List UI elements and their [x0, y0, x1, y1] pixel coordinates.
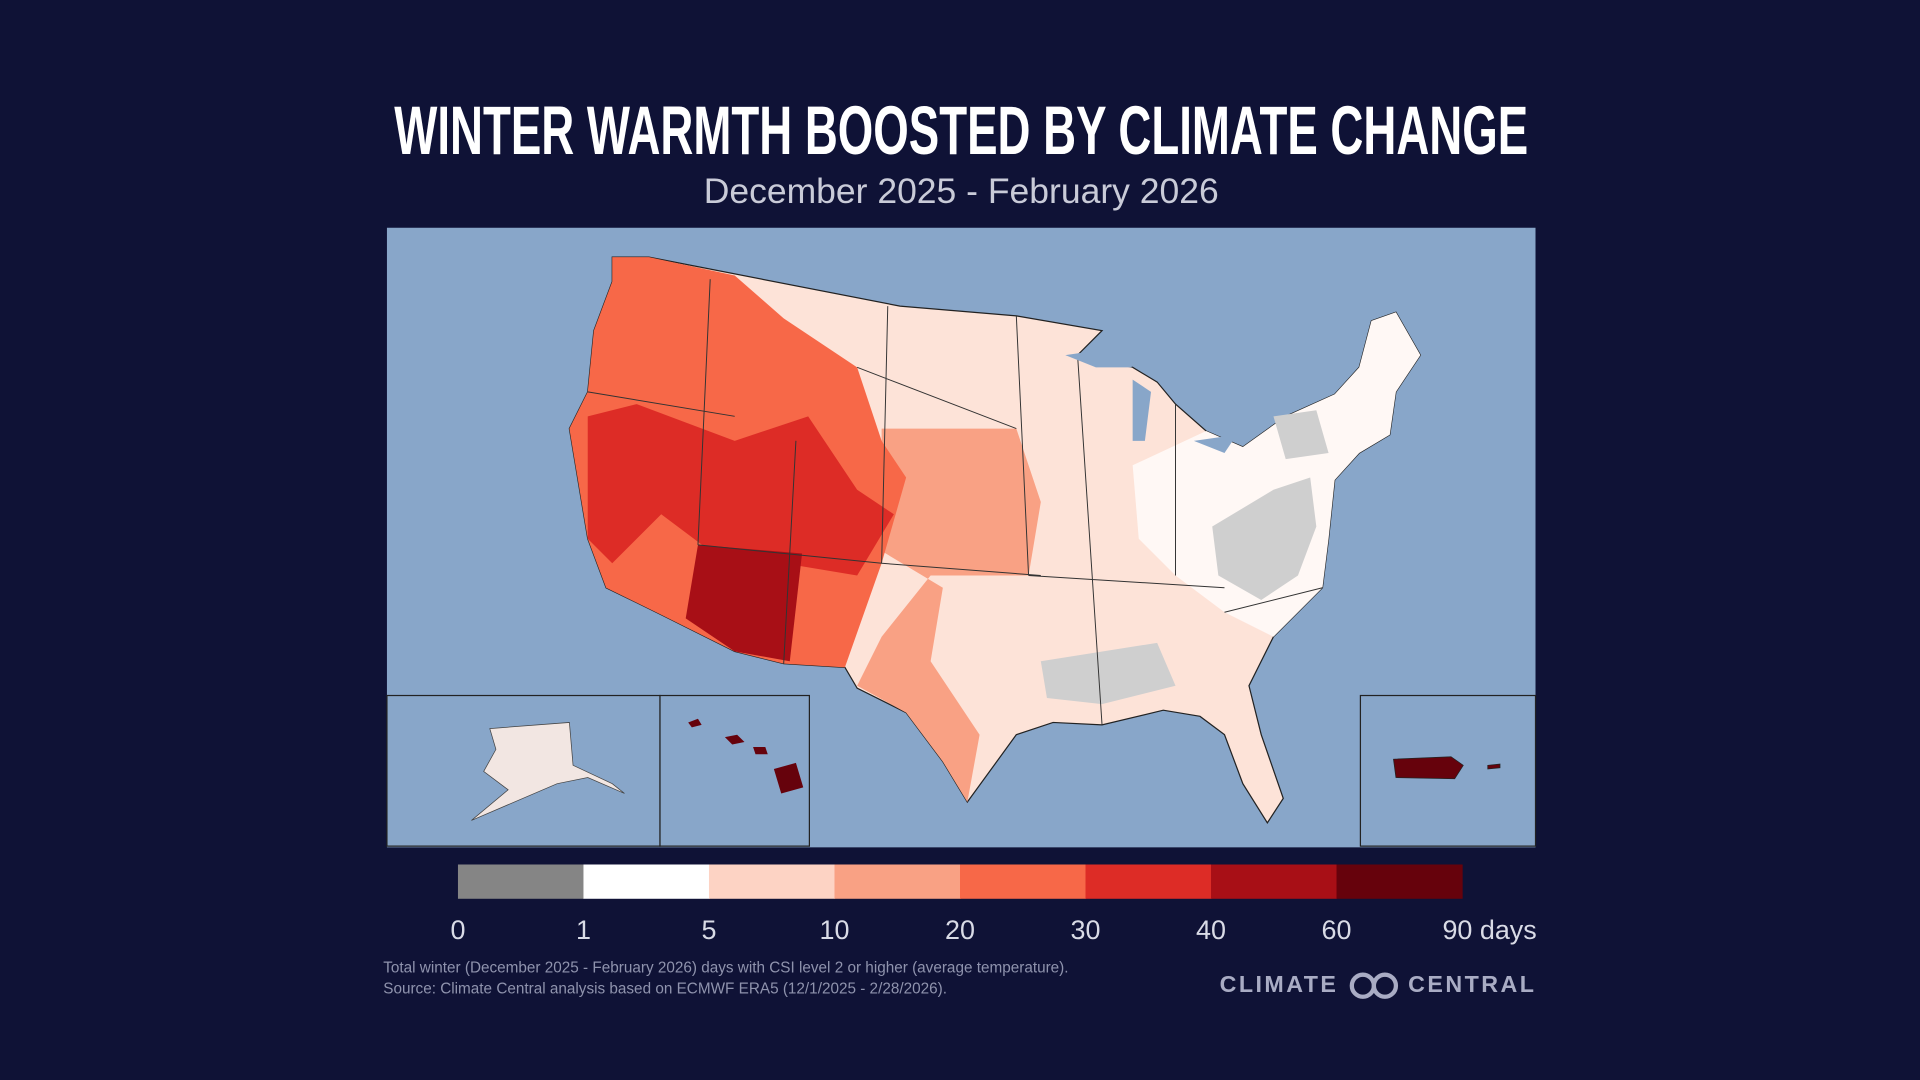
legend-swatch	[1211, 864, 1338, 899]
legend-label: 5	[701, 915, 716, 945]
legend-swatch	[708, 864, 836, 899]
legend-swatch	[1336, 864, 1463, 899]
legend-swatch	[834, 864, 961, 899]
great-lakes	[1065, 348, 1237, 454]
alaska	[471, 722, 625, 821]
legend: 0 1 5 10 20 30 40 60 90 days	[450, 864, 1537, 945]
logo-left: CLIMATE	[1220, 971, 1339, 997]
legend-label: 1	[576, 915, 591, 945]
logo-icon	[1371, 972, 1399, 999]
legend-swatch	[457, 864, 585, 899]
plains-salmon	[857, 428, 1041, 803]
legend-swatch	[960, 864, 1087, 899]
legend-swatch	[583, 864, 710, 899]
legend-label: 30	[1071, 915, 1101, 945]
state-borders	[587, 279, 1323, 725]
northeast-white	[1132, 312, 1421, 637]
hawaii	[688, 718, 804, 794]
title: WINTER WARMTH BOOSTED BY CLIMATE CHANGE	[394, 92, 1528, 169]
legend-label: 0	[450, 915, 465, 945]
map	[386, 227, 1537, 848]
legend-label: 20	[945, 915, 975, 945]
subtitle: December 2025 - February 2026	[704, 171, 1219, 211]
gray-appalachia	[1040, 410, 1329, 705]
legend-label: 90 days	[1442, 915, 1536, 945]
southwest-red	[587, 404, 894, 576]
arizona-dark	[685, 544, 803, 662]
legend-label: 60	[1322, 915, 1352, 945]
puerto-rico	[1393, 756, 1501, 780]
legend-label: 40	[1196, 915, 1226, 945]
logo-right: CENTRAL	[1408, 971, 1536, 997]
footnote: Total winter (December 2025 - February 2…	[383, 960, 1068, 977]
logo: CLIMATE CENTRAL	[1220, 971, 1536, 999]
legend-swatch	[1085, 864, 1212, 899]
legend-label: 10	[820, 915, 850, 945]
source-note: Source: Climate Central analysis based o…	[383, 980, 947, 997]
